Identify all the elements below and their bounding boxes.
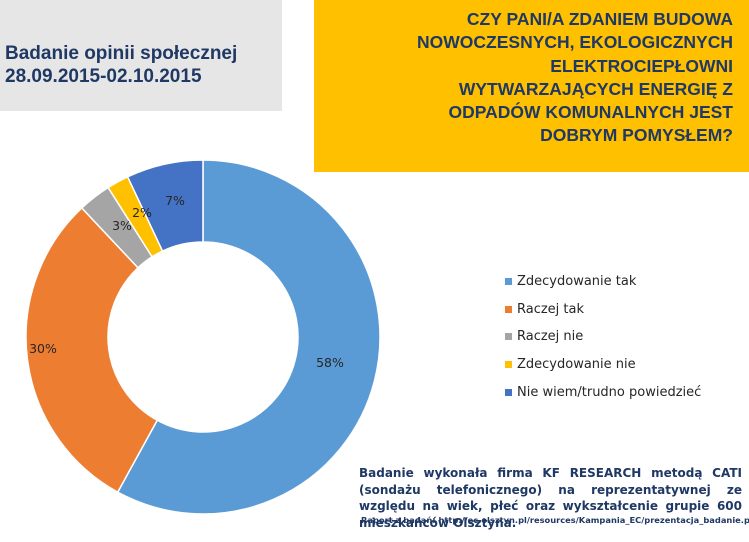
donut-slice xyxy=(126,159,204,253)
survey-name: Badanie opinii społecznej xyxy=(5,43,238,64)
legend-label: Nie wiem/trudno powiedzieć xyxy=(517,384,702,400)
survey-title: Badanie opinii społecznej 28.09.2015-02.… xyxy=(5,42,280,88)
legend-swatch xyxy=(505,305,512,313)
slice-label: 30% xyxy=(29,341,57,356)
question-box: CZY PANI/A ZDANIEM BUDOWA NOWOCZESNYCH, … xyxy=(314,0,749,172)
question-text: CZY PANI/A ZDANIEM BUDOWA NOWOCZESNYCH, … xyxy=(323,8,733,148)
legend-swatch xyxy=(505,388,512,396)
legend-label: Raczej tak xyxy=(517,301,585,317)
chart-legend: Zdecydowanie tak Raczej tak Raczej nie Z… xyxy=(505,268,701,406)
methodology-text: Badanie wykonała firma KF RESEARCH metod… xyxy=(359,466,742,530)
question-line: WYTWARZAJĄCYCH ENERGIĘ Z xyxy=(458,78,733,99)
donut-slice xyxy=(25,206,159,494)
slice-label: 58% xyxy=(316,355,344,370)
legend-swatch xyxy=(505,278,512,286)
question-line: ODPADÓW KOMUNALNYCH JEST xyxy=(448,102,733,123)
survey-dates: 28.09.2015-02.10.2015 xyxy=(5,66,202,87)
donut-slice xyxy=(116,159,381,515)
legend-item: Zdecydowanie nie xyxy=(505,351,701,379)
legend-swatch xyxy=(505,361,512,369)
legend-item: Zdecydowanie tak xyxy=(505,268,701,296)
legend-item: Raczej tak xyxy=(505,296,701,324)
question-line: DOBRYM POMYSŁEM? xyxy=(540,125,733,146)
slice-label: 2% xyxy=(132,205,152,220)
legend-label: Raczej nie xyxy=(517,329,584,345)
question-line: CZY PANI/A ZDANIEM BUDOWA xyxy=(466,9,733,29)
source-link: Raport z badań: http://ec.olsztyn.pl/res… xyxy=(361,515,749,525)
question-line: NOWOCZESNYCH, EKOLOGICZNYCH xyxy=(417,32,733,53)
legend-label: Zdecydowanie tak xyxy=(517,274,637,290)
legend-item: Nie wiem/trudno powiedzieć xyxy=(505,378,701,406)
slice-label: 7% xyxy=(165,193,185,208)
legend-label: Zdecydowanie nie xyxy=(517,357,636,373)
legend-item: Raczej nie xyxy=(505,323,701,351)
methodology-note: Badanie wykonała firma KF RESEARCH metod… xyxy=(359,465,742,531)
legend-swatch xyxy=(505,333,512,341)
question-line: ELEKTROCIEPŁOWNI xyxy=(550,55,733,76)
survey-info-box: Badanie opinii społecznej 28.09.2015-02.… xyxy=(0,0,282,111)
slice-label: 3% xyxy=(112,218,132,233)
